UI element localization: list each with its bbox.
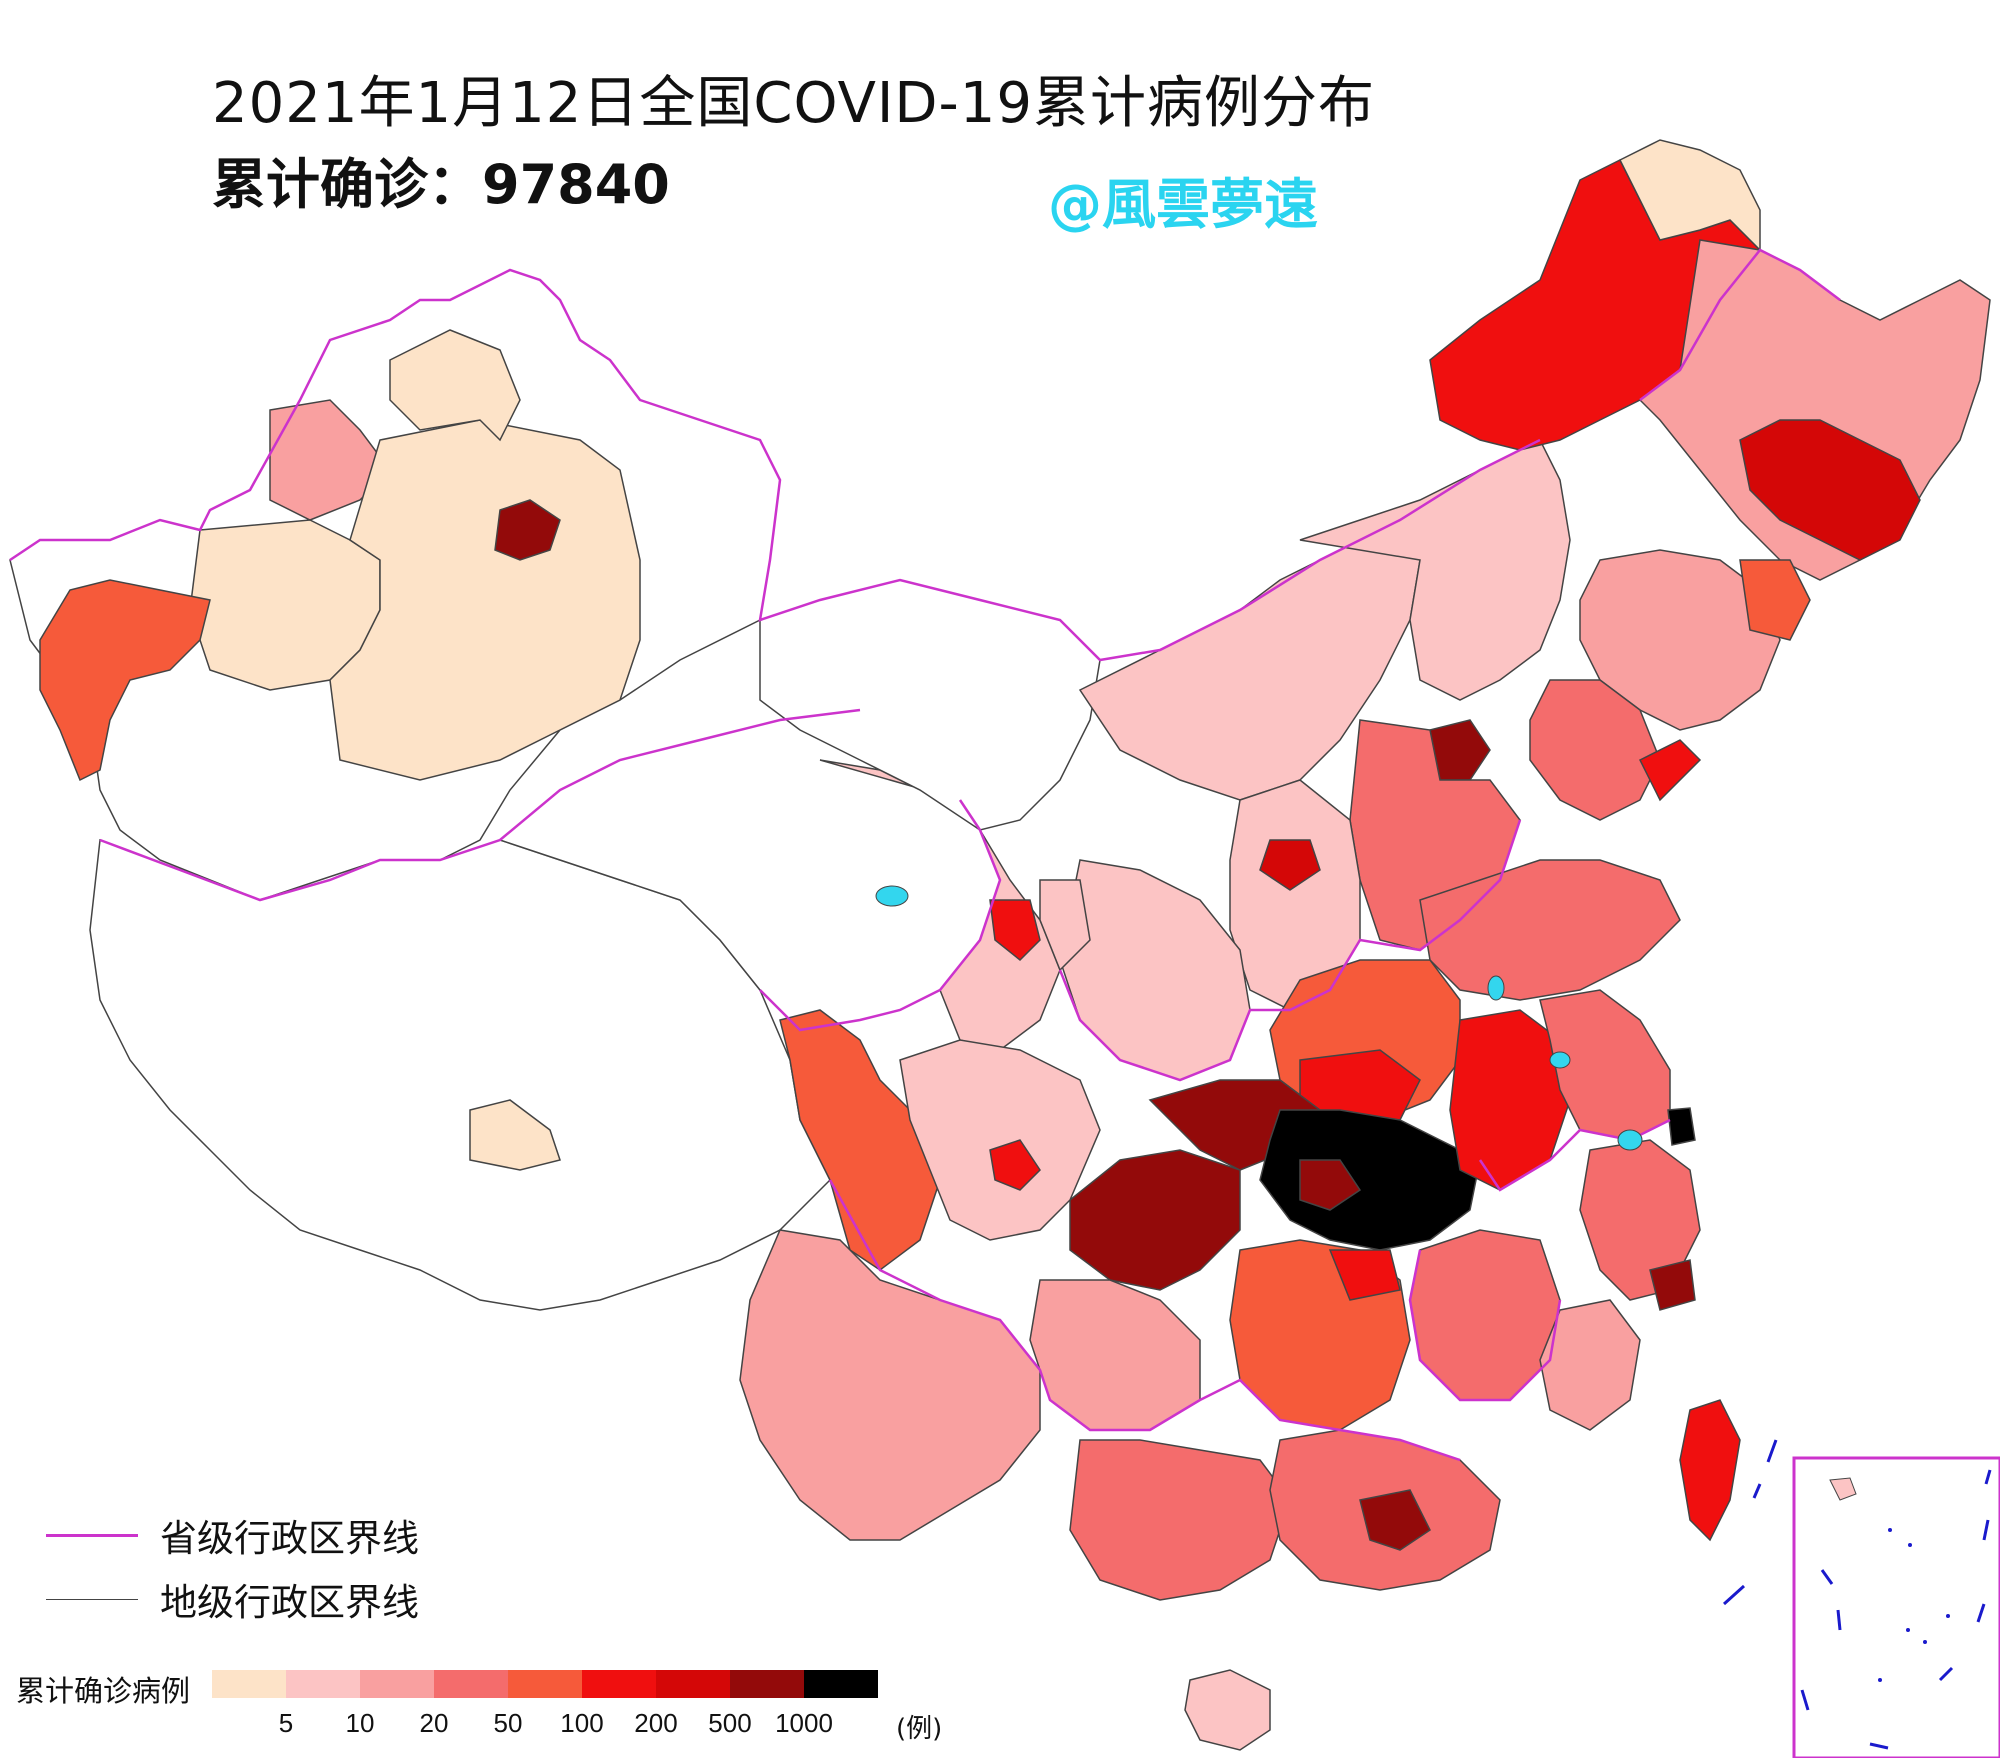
lake-taihu	[1617, 1129, 1643, 1151]
region-taiwan	[1679, 1399, 1741, 1542]
inset-island-dot	[1923, 1640, 1927, 1644]
legend-prefectural-label: 地级行政区界线	[160, 1581, 419, 1624]
region-guangxi	[1069, 1439, 1291, 1601]
region-liaoning	[1529, 679, 1661, 821]
region-beijing	[1429, 719, 1491, 781]
nine-dash-segment	[1869, 1742, 1889, 1750]
inset-island-dot	[1906, 1628, 1910, 1632]
provincial-boundary-line	[1058, 819, 1522, 1082]
region-changchun	[1739, 559, 1811, 641]
provincial-boundary-line	[759, 799, 1002, 1032]
region-chongqing	[1069, 1149, 1241, 1291]
provincial-boundary-line	[1408, 1249, 1562, 1402]
lake-hongze	[1487, 975, 1505, 1001]
map-title: 2021年1月12日全国COVID-19累计病例分布	[212, 71, 1376, 136]
region-chengdu	[989, 1139, 1041, 1191]
legend-provincial-label: 省级行政区界线	[160, 1517, 419, 1560]
region-shenzhen-gz	[1359, 1489, 1431, 1551]
region-altay-area	[389, 329, 521, 442]
nine-dash-segment	[1976, 1603, 1986, 1623]
region-hotan-small	[469, 1099, 561, 1171]
region-shanghai	[1667, 1107, 1696, 1146]
lake-qinghai	[875, 885, 909, 907]
provincial-boundary-line	[1639, 248, 1841, 401]
nine-dash-segment	[1800, 1689, 1810, 1711]
boundary-legend: 省级行政区界线 地级行政区界线	[46, 1500, 526, 1630]
color-scale-swatch-1	[286, 1670, 360, 1698]
region-wenzhou	[1649, 1259, 1696, 1311]
region-jiangxi	[1409, 1229, 1561, 1401]
color-scale-swatch-2	[360, 1670, 434, 1698]
region-yunnan	[739, 1229, 1041, 1541]
color-scale-swatch-8	[804, 1670, 878, 1698]
region-ningxia	[1039, 879, 1091, 972]
region-dalian	[1638, 739, 1702, 802]
color-scale-swatch-5	[582, 1670, 656, 1698]
region-fills	[9, 139, 1991, 1751]
nine-dash-segment	[1984, 1469, 1992, 1485]
nine-dash-segment	[1836, 1609, 1842, 1631]
color-scale-tick: 100	[560, 1708, 604, 1738]
region-sichuan	[899, 1039, 1101, 1241]
region-taiyuan	[1259, 839, 1321, 891]
region-jingzhou	[1299, 1159, 1362, 1211]
color-scale-tick: 5	[278, 1708, 294, 1738]
region-urumqi	[494, 499, 561, 561]
region-kashgar	[39, 579, 211, 782]
prefectural-line-swatch	[46, 1598, 138, 1600]
color-scale-tick: 20	[419, 1708, 449, 1738]
legend-prefectural: 地级行政区界线	[46, 1572, 419, 1626]
region-sichuan-west	[779, 1009, 941, 1271]
inset-island-dot	[1888, 1528, 1892, 1532]
color-scale-tick: 500	[708, 1708, 752, 1738]
provincial-boundary-line	[99, 708, 861, 902]
region-lanzhou	[989, 899, 1041, 962]
inset-island-dot	[1908, 1543, 1912, 1547]
inset-island-dot	[1878, 1678, 1882, 1682]
region-jilin	[1579, 549, 1781, 731]
provincial-line-swatch	[46, 1533, 138, 1537]
lake-chaohu	[1549, 1051, 1571, 1069]
nine-dash-segment	[1982, 1519, 1990, 1541]
lakes	[875, 885, 1643, 1151]
color-scale-swatch-6	[656, 1670, 730, 1698]
color-scale-swatch-0	[212, 1670, 286, 1698]
legend-provincial: 省级行政区界线	[46, 1508, 419, 1562]
color-scale-swatch-7	[730, 1670, 804, 1698]
total-confirmed: 累计确诊：97840	[212, 153, 670, 216]
south-china-sea-inset	[1792, 1456, 2000, 1758]
nine-dash-segment	[1766, 1439, 1778, 1463]
nine-dash-segment	[1820, 1569, 1834, 1585]
nine-dash-segment	[1752, 1483, 1762, 1499]
author-watermark: @風雲夢遠	[1048, 173, 1318, 236]
nine-dash-segment	[1938, 1666, 1954, 1682]
color-scale-unit: (例)	[896, 1714, 943, 1744]
region-suihua-heb	[1739, 419, 1921, 561]
color-scale-bar	[212, 1670, 878, 1698]
region-yueyang	[1328, 1249, 1401, 1301]
region-hubei-core	[1259, 1109, 1481, 1251]
region-bazhou	[329, 419, 641, 781]
provincial-boundary-line	[9, 268, 1541, 662]
inset-island	[1829, 1477, 1857, 1501]
provincial-boundary-line	[828, 1179, 1461, 1462]
inset-island-dot	[1946, 1614, 1950, 1618]
inset-frame	[1792, 1456, 2000, 1758]
nine-dash-segment	[1722, 1584, 1746, 1606]
color-scale-swatch-3	[434, 1670, 508, 1698]
region-guizhou	[1029, 1279, 1201, 1431]
provincial-boundaries	[9, 248, 1841, 1462]
mainland-nine-dash	[1722, 1439, 1778, 1606]
color-scale-tick: 50	[493, 1708, 523, 1738]
color-scale-swatch-4	[508, 1670, 582, 1698]
color-scale-tick: 1000	[775, 1708, 833, 1738]
region-hainan	[1184, 1669, 1271, 1751]
region-shaanxi	[1059, 859, 1251, 1081]
region-inner-mongolia-east	[1299, 438, 1571, 701]
color-scale-tick: 10	[345, 1708, 375, 1738]
color-scale-tick: 200	[634, 1708, 678, 1738]
color-scale-title: 累计确诊病例	[16, 1674, 191, 1708]
